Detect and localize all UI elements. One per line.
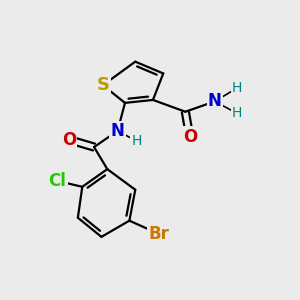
Text: H: H (132, 134, 142, 148)
Text: N: N (208, 92, 222, 110)
Text: Cl: Cl (48, 172, 66, 190)
Text: O: O (62, 131, 76, 149)
Text: S: S (96, 76, 110, 94)
Text: H: H (232, 106, 242, 120)
Text: O: O (183, 128, 197, 146)
Text: Br: Br (148, 225, 169, 243)
Text: H: H (232, 81, 242, 95)
Text: N: N (111, 122, 124, 140)
